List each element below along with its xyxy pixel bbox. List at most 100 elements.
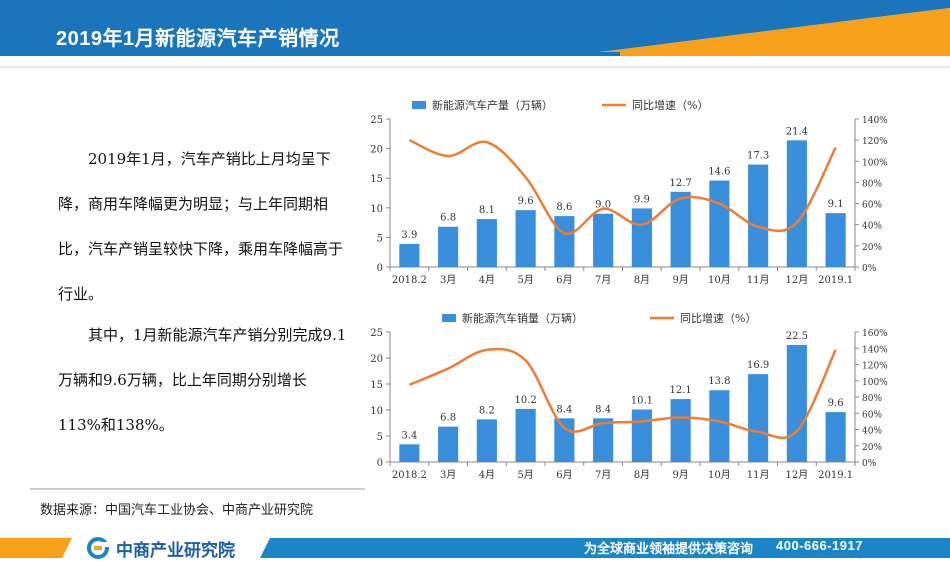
paragraph-detail: 其中，1月新能源汽车产销分别完成9.1万辆和9.6万辆，比上年同期分别增长113… bbox=[58, 326, 347, 434]
data-label: 6.8 bbox=[440, 413, 456, 424]
bar bbox=[825, 412, 846, 462]
paragraph-summary: 2019年1月，汽车产销比上月均呈下降，商用车降幅更为明显；与上年同期相比，汽车… bbox=[58, 150, 344, 303]
data-label: 8.4 bbox=[595, 404, 611, 415]
x-tick-label: 12月 bbox=[786, 274, 809, 286]
legend-bar-label: 新能源汽车产量（万辆） bbox=[432, 98, 553, 112]
y2-tick-label: 60% bbox=[862, 201, 882, 211]
bar bbox=[631, 208, 652, 267]
y-tick-label: 10 bbox=[370, 204, 383, 215]
y2-tick-label: 140% bbox=[862, 116, 888, 126]
x-tick-label: 10月 bbox=[708, 469, 731, 481]
x-tick-label: 10月 bbox=[708, 274, 731, 286]
data-label: 14.6 bbox=[708, 167, 730, 178]
bar bbox=[670, 191, 691, 267]
y-tick-label: 5 bbox=[377, 233, 383, 244]
logo-text: 中商产业研究院 bbox=[116, 541, 235, 560]
bar bbox=[670, 399, 691, 462]
data-label: 9.6 bbox=[828, 398, 844, 409]
bar bbox=[554, 418, 575, 462]
x-tick-label: 2018.2 bbox=[392, 470, 427, 481]
y-tick-label: 0 bbox=[377, 263, 383, 274]
legend-bar-swatch bbox=[442, 314, 456, 322]
x-tick-label: 4月 bbox=[479, 469, 495, 481]
growth-line bbox=[408, 347, 837, 440]
header-banner: 2019年1月新能源汽车产销情况 bbox=[0, 0, 950, 68]
data-label: 6.8 bbox=[440, 213, 456, 224]
y2-tick-label: 100% bbox=[862, 158, 888, 168]
bar bbox=[399, 444, 420, 462]
data-label: 9.6 bbox=[518, 196, 534, 207]
bar bbox=[786, 140, 807, 267]
growth-line bbox=[408, 138, 837, 235]
x-tick-label: 2019.1 bbox=[818, 275, 853, 286]
bar bbox=[631, 409, 652, 462]
data-label: 8.4 bbox=[556, 404, 572, 415]
x-tick-label: 9月 bbox=[672, 469, 688, 481]
data-label: 21.4 bbox=[786, 126, 808, 137]
data-label: 22.5 bbox=[786, 331, 808, 342]
x-tick-label: 6月 bbox=[556, 274, 572, 286]
y2-tick-label: 100% bbox=[862, 378, 888, 388]
y-tick-label: 0 bbox=[377, 458, 383, 469]
bar bbox=[438, 426, 459, 462]
x-tick-label: 11月 bbox=[747, 274, 770, 286]
x-tick-label: 9月 bbox=[672, 274, 688, 286]
logo-icon bbox=[87, 537, 110, 559]
data-source: 数据来源：中国汽车工业协会、中商产业研究院 bbox=[40, 503, 314, 518]
x-tick-label: 2019.1 bbox=[818, 470, 853, 481]
bar bbox=[748, 164, 769, 267]
data-label: 12.1 bbox=[669, 385, 691, 396]
y-tick-label: 15 bbox=[370, 174, 383, 185]
bar bbox=[554, 216, 575, 267]
y-tick-label: 25 bbox=[370, 115, 383, 126]
data-label: 9.9 bbox=[634, 194, 650, 205]
x-tick-label: 5月 bbox=[517, 274, 533, 286]
x-tick-label: 8月 bbox=[634, 469, 650, 481]
x-tick-label: 5月 bbox=[517, 469, 533, 481]
y-tick-label: 15 bbox=[370, 380, 383, 391]
data-label: 13.8 bbox=[708, 376, 730, 387]
bar bbox=[515, 210, 536, 267]
bar bbox=[709, 390, 730, 462]
y2-tick-label: 120% bbox=[862, 362, 888, 372]
production-chart: 0 5 10 15 20 25 0% 20% 40% 60% 80% 100% 120% 140% 2018… bbox=[370, 98, 888, 286]
y-tick-label: 10 bbox=[370, 406, 383, 417]
bar bbox=[593, 418, 614, 462]
x-tick-label: 7月 bbox=[595, 274, 611, 286]
bar bbox=[786, 345, 807, 462]
y2-tick-label: 20% bbox=[862, 243, 882, 253]
x-tick-label: 3月 bbox=[440, 274, 456, 286]
data-label: 8.2 bbox=[479, 405, 495, 416]
x-tick-label: 4月 bbox=[479, 274, 495, 286]
data-label: 8.6 bbox=[556, 202, 572, 213]
footer-phone: 400-666-1917 bbox=[776, 538, 863, 553]
y-tick-label: 20 bbox=[370, 145, 383, 156]
y2-tick-label: 80% bbox=[862, 179, 882, 189]
y2-tick-label: 80% bbox=[862, 394, 882, 404]
y-tick-label: 25 bbox=[370, 328, 383, 339]
data-label: 9.1 bbox=[828, 199, 844, 210]
data-label: 10.1 bbox=[631, 395, 653, 406]
y2-tick-label: 40% bbox=[862, 427, 882, 437]
footer-background bbox=[0, 537, 950, 559]
header-background bbox=[0, 0, 950, 68]
bar bbox=[438, 226, 459, 267]
data-label: 8.1 bbox=[479, 205, 495, 216]
bar bbox=[748, 374, 769, 462]
bar bbox=[709, 180, 730, 267]
bar bbox=[476, 419, 497, 462]
x-tick-label: 2018.2 bbox=[392, 275, 427, 286]
y2-tick-label: 0% bbox=[862, 459, 877, 469]
legend-bar-label: 新能源汽车销量（万辆） bbox=[462, 311, 583, 325]
x-tick-label: 7月 bbox=[595, 469, 611, 481]
y2-tick-label: 40% bbox=[862, 222, 882, 232]
data-label: 3.9 bbox=[401, 230, 417, 241]
bar bbox=[593, 213, 614, 267]
y-tick-label: 5 bbox=[377, 432, 383, 443]
legend-bar-swatch bbox=[412, 101, 426, 109]
legend-line-label: 同比增速（%） bbox=[632, 98, 708, 112]
y-tick-label: 20 bbox=[370, 354, 383, 365]
y2-tick-label: 0% bbox=[862, 264, 877, 274]
bar bbox=[515, 408, 536, 462]
sales-chart: 0 5 10 15 20 25 0% 20% 40% 60% 80% 100% 120% 140% 160%… bbox=[370, 311, 888, 481]
